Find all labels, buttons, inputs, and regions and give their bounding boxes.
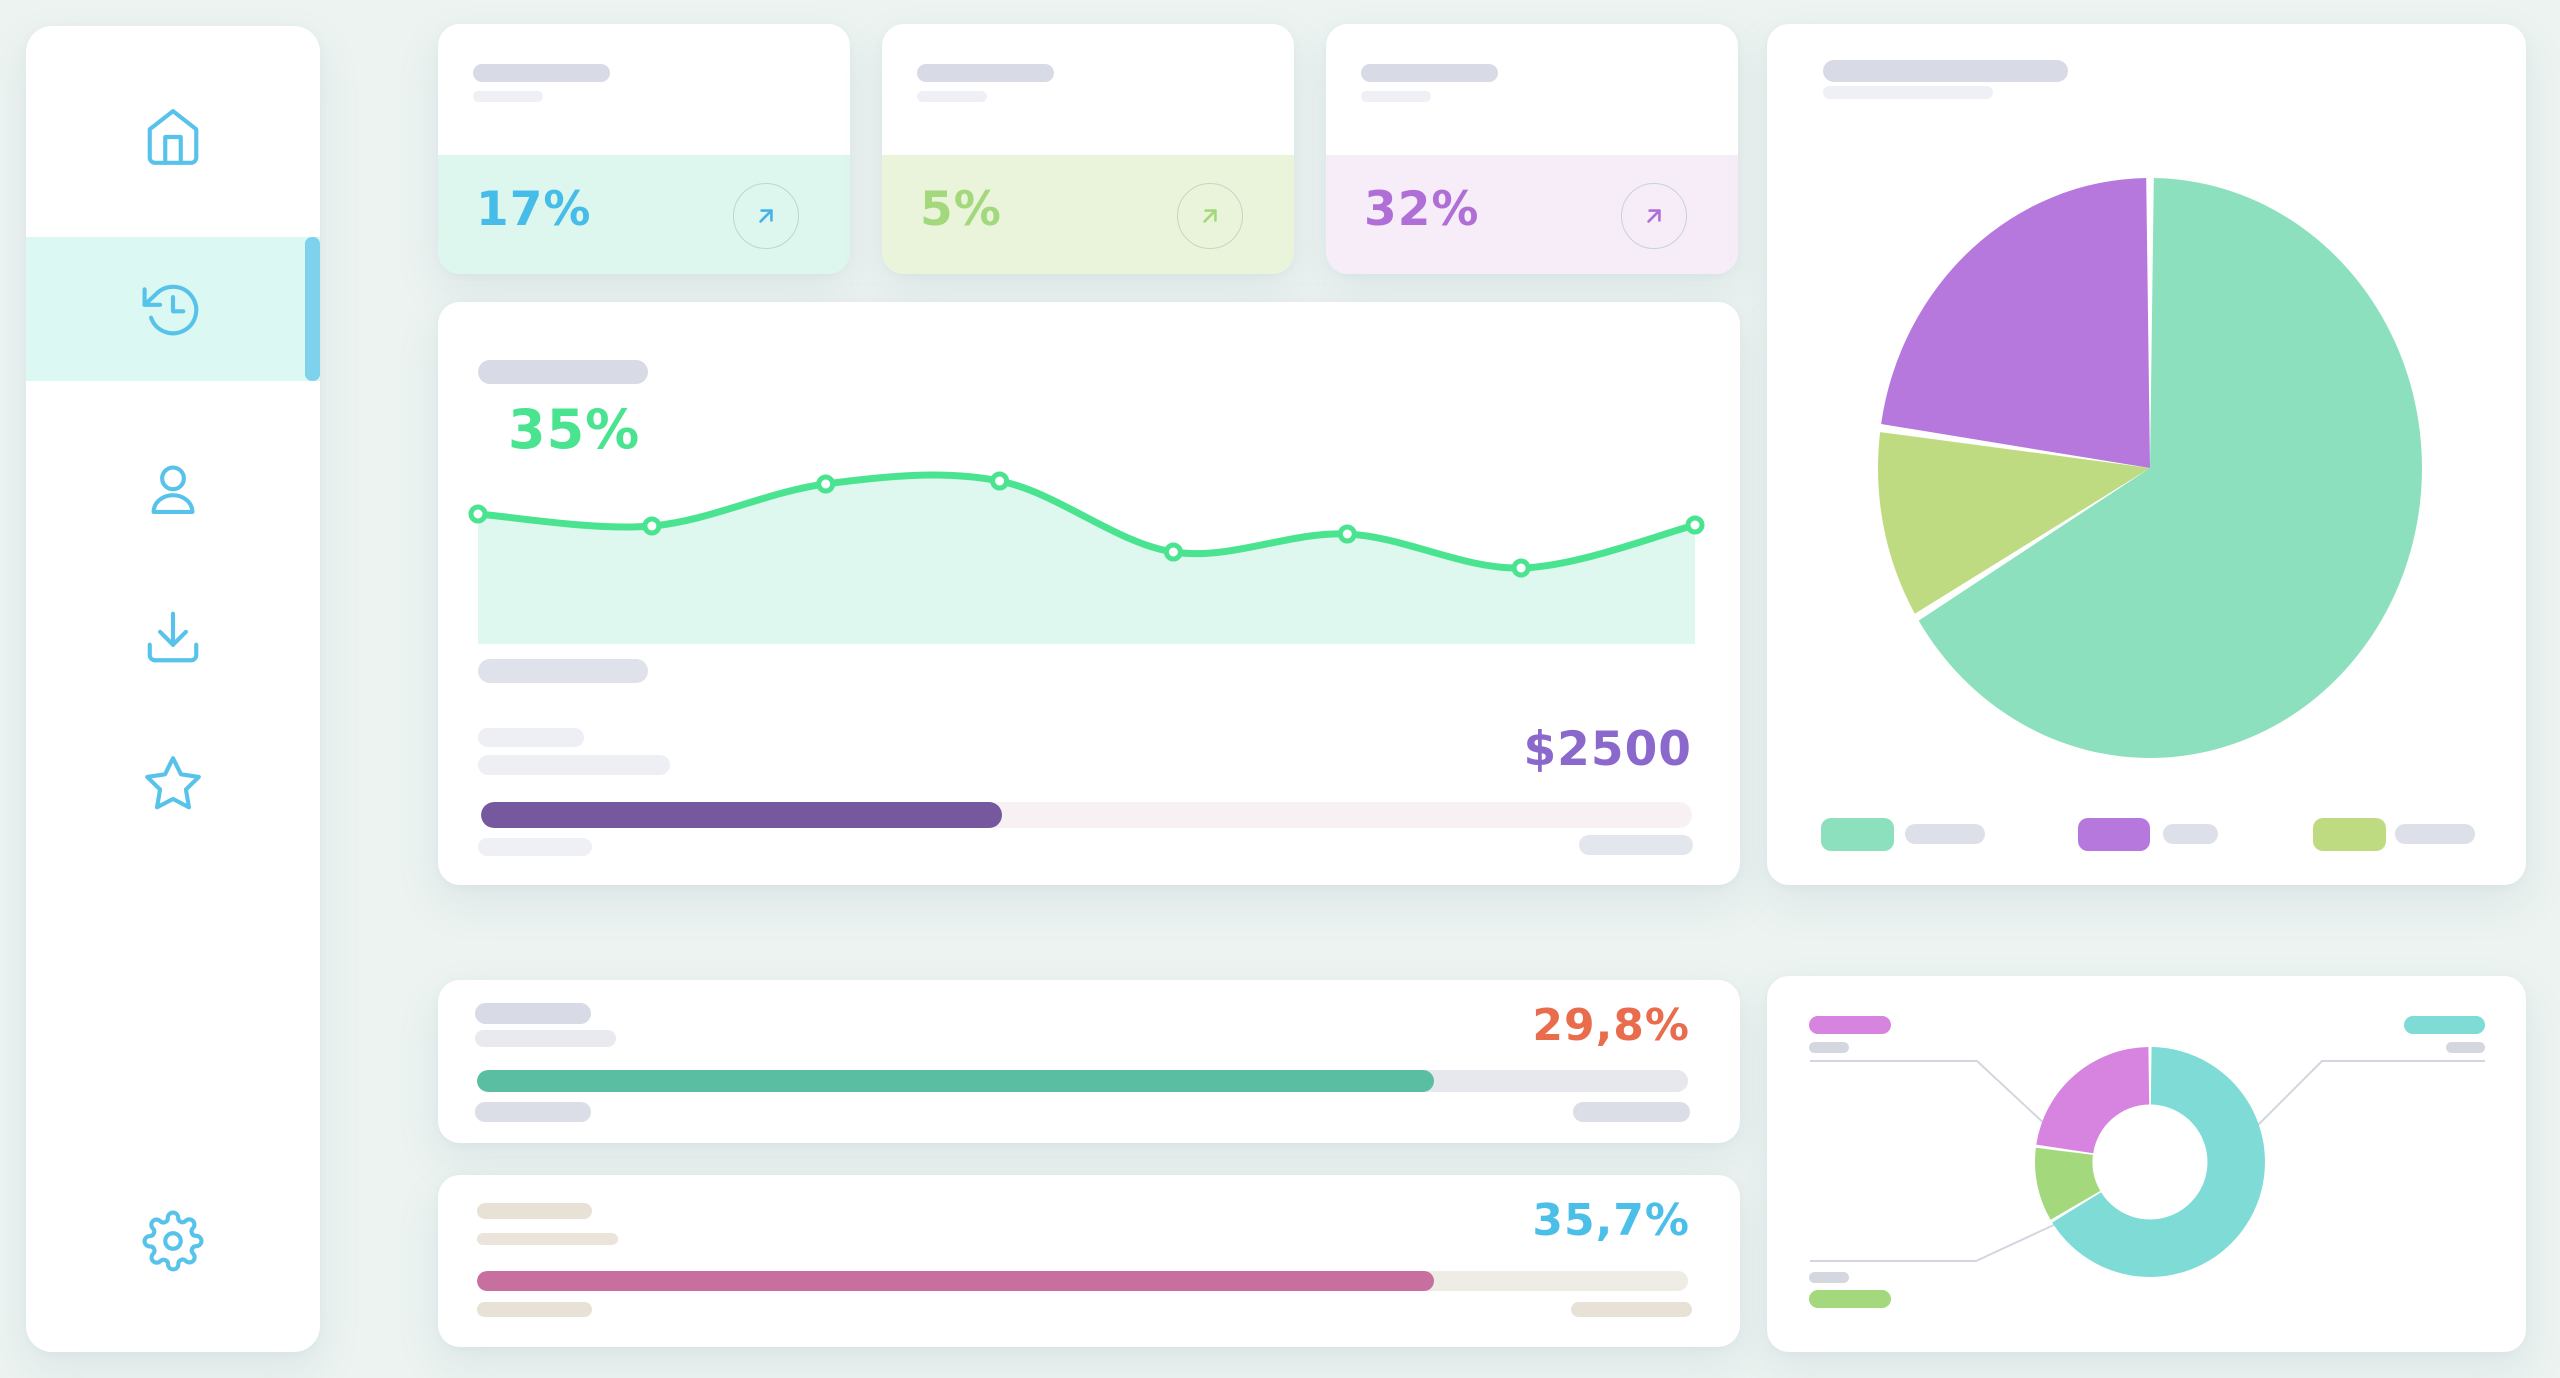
callout-swatch-bottom-left bbox=[1809, 1290, 1891, 1308]
progress-card-1: 29,8% bbox=[438, 980, 1740, 1143]
progress-fill bbox=[477, 1271, 1434, 1291]
stat-card-2: 5% bbox=[882, 24, 1294, 274]
progress-bar bbox=[477, 1070, 1688, 1092]
progress-value: 35,7% bbox=[1532, 1195, 1690, 1246]
stat-value: 5% bbox=[920, 182, 1002, 237]
skeleton-title bbox=[917, 64, 1054, 82]
callout-swatch-top-right bbox=[2404, 1016, 2485, 1034]
trend-arrow-button[interactable] bbox=[1177, 183, 1243, 249]
legend-label-skeleton bbox=[2163, 824, 2218, 844]
home-icon bbox=[147, 109, 199, 165]
skeleton-subtitle bbox=[473, 91, 543, 102]
sidebar-item-home[interactable] bbox=[141, 105, 205, 169]
stat-value: 17% bbox=[476, 182, 592, 237]
skeleton-line bbox=[477, 1302, 592, 1317]
callout-label-skeleton bbox=[1809, 1042, 1849, 1053]
donut-chart-card bbox=[1767, 976, 2526, 1352]
legend-label-skeleton bbox=[1905, 824, 1985, 844]
legend-swatch-3 bbox=[2313, 818, 2386, 851]
sidebar-active-indicator bbox=[305, 237, 320, 381]
legend-swatch-1 bbox=[1821, 818, 1894, 851]
arrow-up-right-icon bbox=[759, 209, 773, 223]
amount-value: $2500 bbox=[1523, 722, 1692, 777]
sidebar-item-settings[interactable] bbox=[141, 1209, 205, 1273]
skeleton-line bbox=[478, 728, 584, 747]
pie-chart bbox=[1878, 178, 2422, 758]
trend-chart-card: 35% $2500 bbox=[438, 302, 1740, 885]
skeleton-title bbox=[475, 1003, 591, 1024]
skeleton-title bbox=[1823, 60, 2068, 82]
sidebar-item-favorites[interactable] bbox=[141, 752, 205, 816]
trend-arrow-button[interactable] bbox=[733, 183, 799, 249]
skeleton-title bbox=[1361, 64, 1498, 82]
progress-value: 29,8% bbox=[1532, 1000, 1690, 1051]
donut-chart bbox=[2035, 1047, 2265, 1277]
skeleton-line bbox=[1571, 1302, 1692, 1317]
skeleton-line bbox=[1573, 1102, 1690, 1122]
star-icon bbox=[145, 756, 201, 810]
callout-label-skeleton bbox=[2446, 1042, 2485, 1053]
area-line-chart bbox=[468, 471, 1705, 644]
stat-value: 32% bbox=[1364, 182, 1480, 237]
sidebar-item-history[interactable] bbox=[141, 278, 205, 342]
legend-label-skeleton bbox=[2395, 824, 2475, 844]
skeleton-subtitle bbox=[475, 1030, 616, 1047]
skeleton-subtitle bbox=[477, 1233, 618, 1245]
trend-arrow-button[interactable] bbox=[1621, 183, 1687, 249]
skeleton-line bbox=[1579, 835, 1693, 855]
callout-lines bbox=[1810, 1060, 2485, 1262]
callout-swatch-top-left bbox=[1809, 1016, 1891, 1034]
stat-card-3: 32% bbox=[1326, 24, 1738, 274]
progress-card-2: 35,7% bbox=[438, 1175, 1740, 1347]
skeleton-label bbox=[478, 659, 648, 683]
sidebar bbox=[26, 26, 320, 1352]
progress-bar bbox=[477, 1271, 1688, 1291]
progress-fill bbox=[477, 1070, 1434, 1092]
download-icon bbox=[147, 611, 199, 663]
budget-progress-bar bbox=[481, 802, 1692, 828]
skeleton-line bbox=[478, 838, 592, 856]
callout-label-skeleton bbox=[1809, 1272, 1849, 1283]
skeleton-line bbox=[475, 1102, 591, 1122]
skeleton-title bbox=[473, 64, 610, 82]
skeleton-title bbox=[477, 1203, 592, 1219]
arrow-up-right-icon bbox=[1647, 209, 1661, 223]
budget-progress-fill bbox=[481, 802, 1002, 828]
user-icon bbox=[151, 465, 195, 515]
sidebar-item-profile[interactable] bbox=[141, 458, 205, 522]
skeleton-subtitle bbox=[1823, 86, 1993, 99]
skeleton-subtitle bbox=[1361, 91, 1431, 102]
arrow-up-right-icon bbox=[1203, 209, 1217, 223]
skeleton-line bbox=[478, 755, 670, 775]
pie-chart-card bbox=[1767, 24, 2526, 885]
gear-icon bbox=[142, 1210, 204, 1272]
stat-card-1: 17% bbox=[438, 24, 850, 274]
sidebar-item-downloads[interactable] bbox=[141, 605, 205, 669]
trend-value: 35% bbox=[508, 398, 641, 461]
legend-swatch-2 bbox=[2078, 818, 2150, 851]
history-icon bbox=[142, 284, 199, 336]
skeleton-subtitle bbox=[917, 91, 987, 102]
skeleton-title bbox=[478, 360, 648, 384]
